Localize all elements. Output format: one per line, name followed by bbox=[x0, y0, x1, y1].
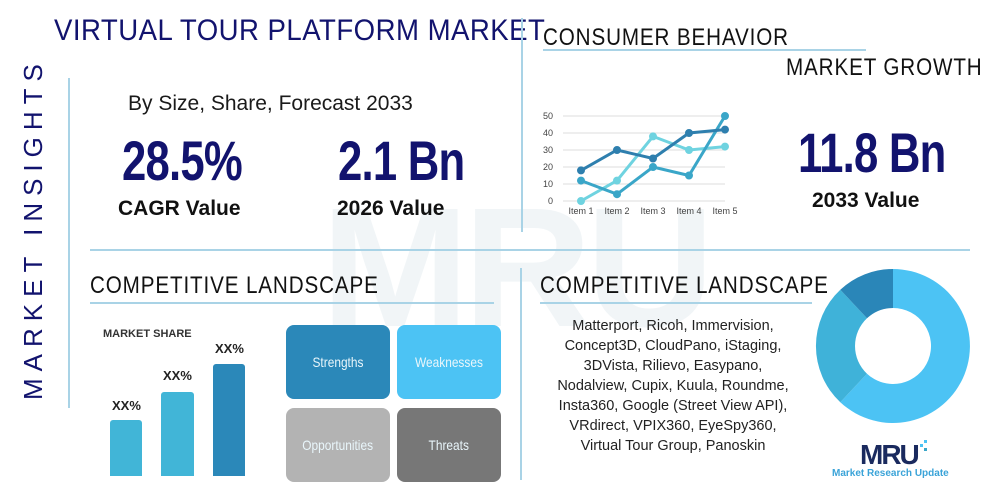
competitive-landscape-heading-left: COMPETITIVE LANDSCAPE bbox=[90, 272, 379, 299]
cagr-label: CAGR Value bbox=[118, 197, 241, 220]
market-share-bar-2 bbox=[161, 392, 194, 476]
value-2026: 2.1 Bn bbox=[338, 129, 465, 192]
svg-text:Item 3: Item 3 bbox=[640, 206, 665, 216]
subtitle: By Size, Share, Forecast 2033 bbox=[128, 92, 413, 115]
svg-text:Item 5: Item 5 bbox=[712, 206, 737, 216]
side-label: MARKET INSIGHTS bbox=[18, 57, 48, 400]
swot-opportunities-label: Opportunities bbox=[302, 437, 374, 453]
swot-strengths-label: Strengths bbox=[312, 354, 364, 370]
side-divider bbox=[68, 78, 70, 408]
svg-text:10: 10 bbox=[543, 179, 553, 189]
market-share-label: MARKET SHARE bbox=[103, 328, 192, 340]
consumer-behavior-underline bbox=[543, 49, 866, 51]
top-vertical-divider bbox=[521, 18, 523, 232]
competitive-left-underline bbox=[90, 302, 494, 304]
svg-text:Item 4: Item 4 bbox=[676, 206, 701, 216]
svg-text:MRU: MRU bbox=[860, 439, 919, 468]
market-growth-heading: MARKET GROWTH bbox=[786, 54, 983, 81]
x-axis-labels: Item 1 Item 2 Item 3 Item 4 Item 5 bbox=[568, 206, 737, 216]
svg-text:Item 2: Item 2 bbox=[604, 206, 629, 216]
bar-label-1: XX% bbox=[112, 398, 141, 413]
consumer-behavior-heading: CONSUMER BEHAVIOR bbox=[543, 24, 789, 51]
donut-slice-c bbox=[840, 268, 893, 319]
value-2033: 11.8 Bn bbox=[798, 121, 946, 184]
swot-weaknesses-label: Weaknesses bbox=[415, 354, 483, 370]
svg-text:30: 30 bbox=[543, 145, 553, 155]
swot-opportunities: Opportunities bbox=[286, 408, 390, 482]
competitive-landscape-heading-right: COMPETITIVE LANDSCAPE bbox=[540, 272, 829, 299]
market-share-bar-1 bbox=[110, 420, 142, 476]
horizontal-divider bbox=[90, 249, 970, 251]
line-chart: 0 10 20 30 40 50 Item 1 Item 2 Item 3 It… bbox=[543, 111, 738, 216]
swot-threats: Threats bbox=[397, 408, 501, 482]
svg-text:Item 1: Item 1 bbox=[568, 206, 593, 216]
competitive-right-underline bbox=[540, 302, 812, 304]
donut-chart bbox=[815, 268, 970, 423]
company-list: Matterport, Ricoh, Immervision, Concept3… bbox=[557, 318, 789, 454]
series-light bbox=[577, 132, 729, 205]
svg-text:20: 20 bbox=[543, 162, 553, 172]
donut-slice-a bbox=[840, 269, 970, 423]
cagr-value: 28.5% bbox=[122, 129, 243, 192]
market-share-bar-3 bbox=[213, 364, 245, 476]
series-mid bbox=[577, 112, 729, 199]
logo-name: Market Research Update bbox=[832, 468, 949, 479]
donut-slice-b bbox=[815, 289, 867, 403]
bar-label-2: XX% bbox=[163, 368, 192, 383]
series-dark bbox=[577, 125, 729, 175]
mru-logo-icon: MRU bbox=[860, 439, 927, 468]
page-title: VIRTUAL TOUR PLATFORM MARKET bbox=[54, 14, 546, 47]
swot-weaknesses: Weaknesses bbox=[397, 325, 501, 399]
y-axis-ticks: 0 10 20 30 40 50 bbox=[543, 111, 553, 206]
bar-label-3: XX% bbox=[215, 341, 244, 356]
value-2026-label: 2026 Value bbox=[337, 197, 445, 220]
swot-strengths: Strengths bbox=[286, 325, 390, 399]
bottom-vertical-divider bbox=[520, 268, 522, 480]
svg-text:0: 0 bbox=[548, 196, 553, 206]
value-2033-label: 2033 Value bbox=[812, 189, 920, 212]
swot-threats-label: Threats bbox=[428, 437, 470, 453]
svg-text:50: 50 bbox=[543, 111, 553, 121]
svg-text:40: 40 bbox=[543, 128, 553, 138]
